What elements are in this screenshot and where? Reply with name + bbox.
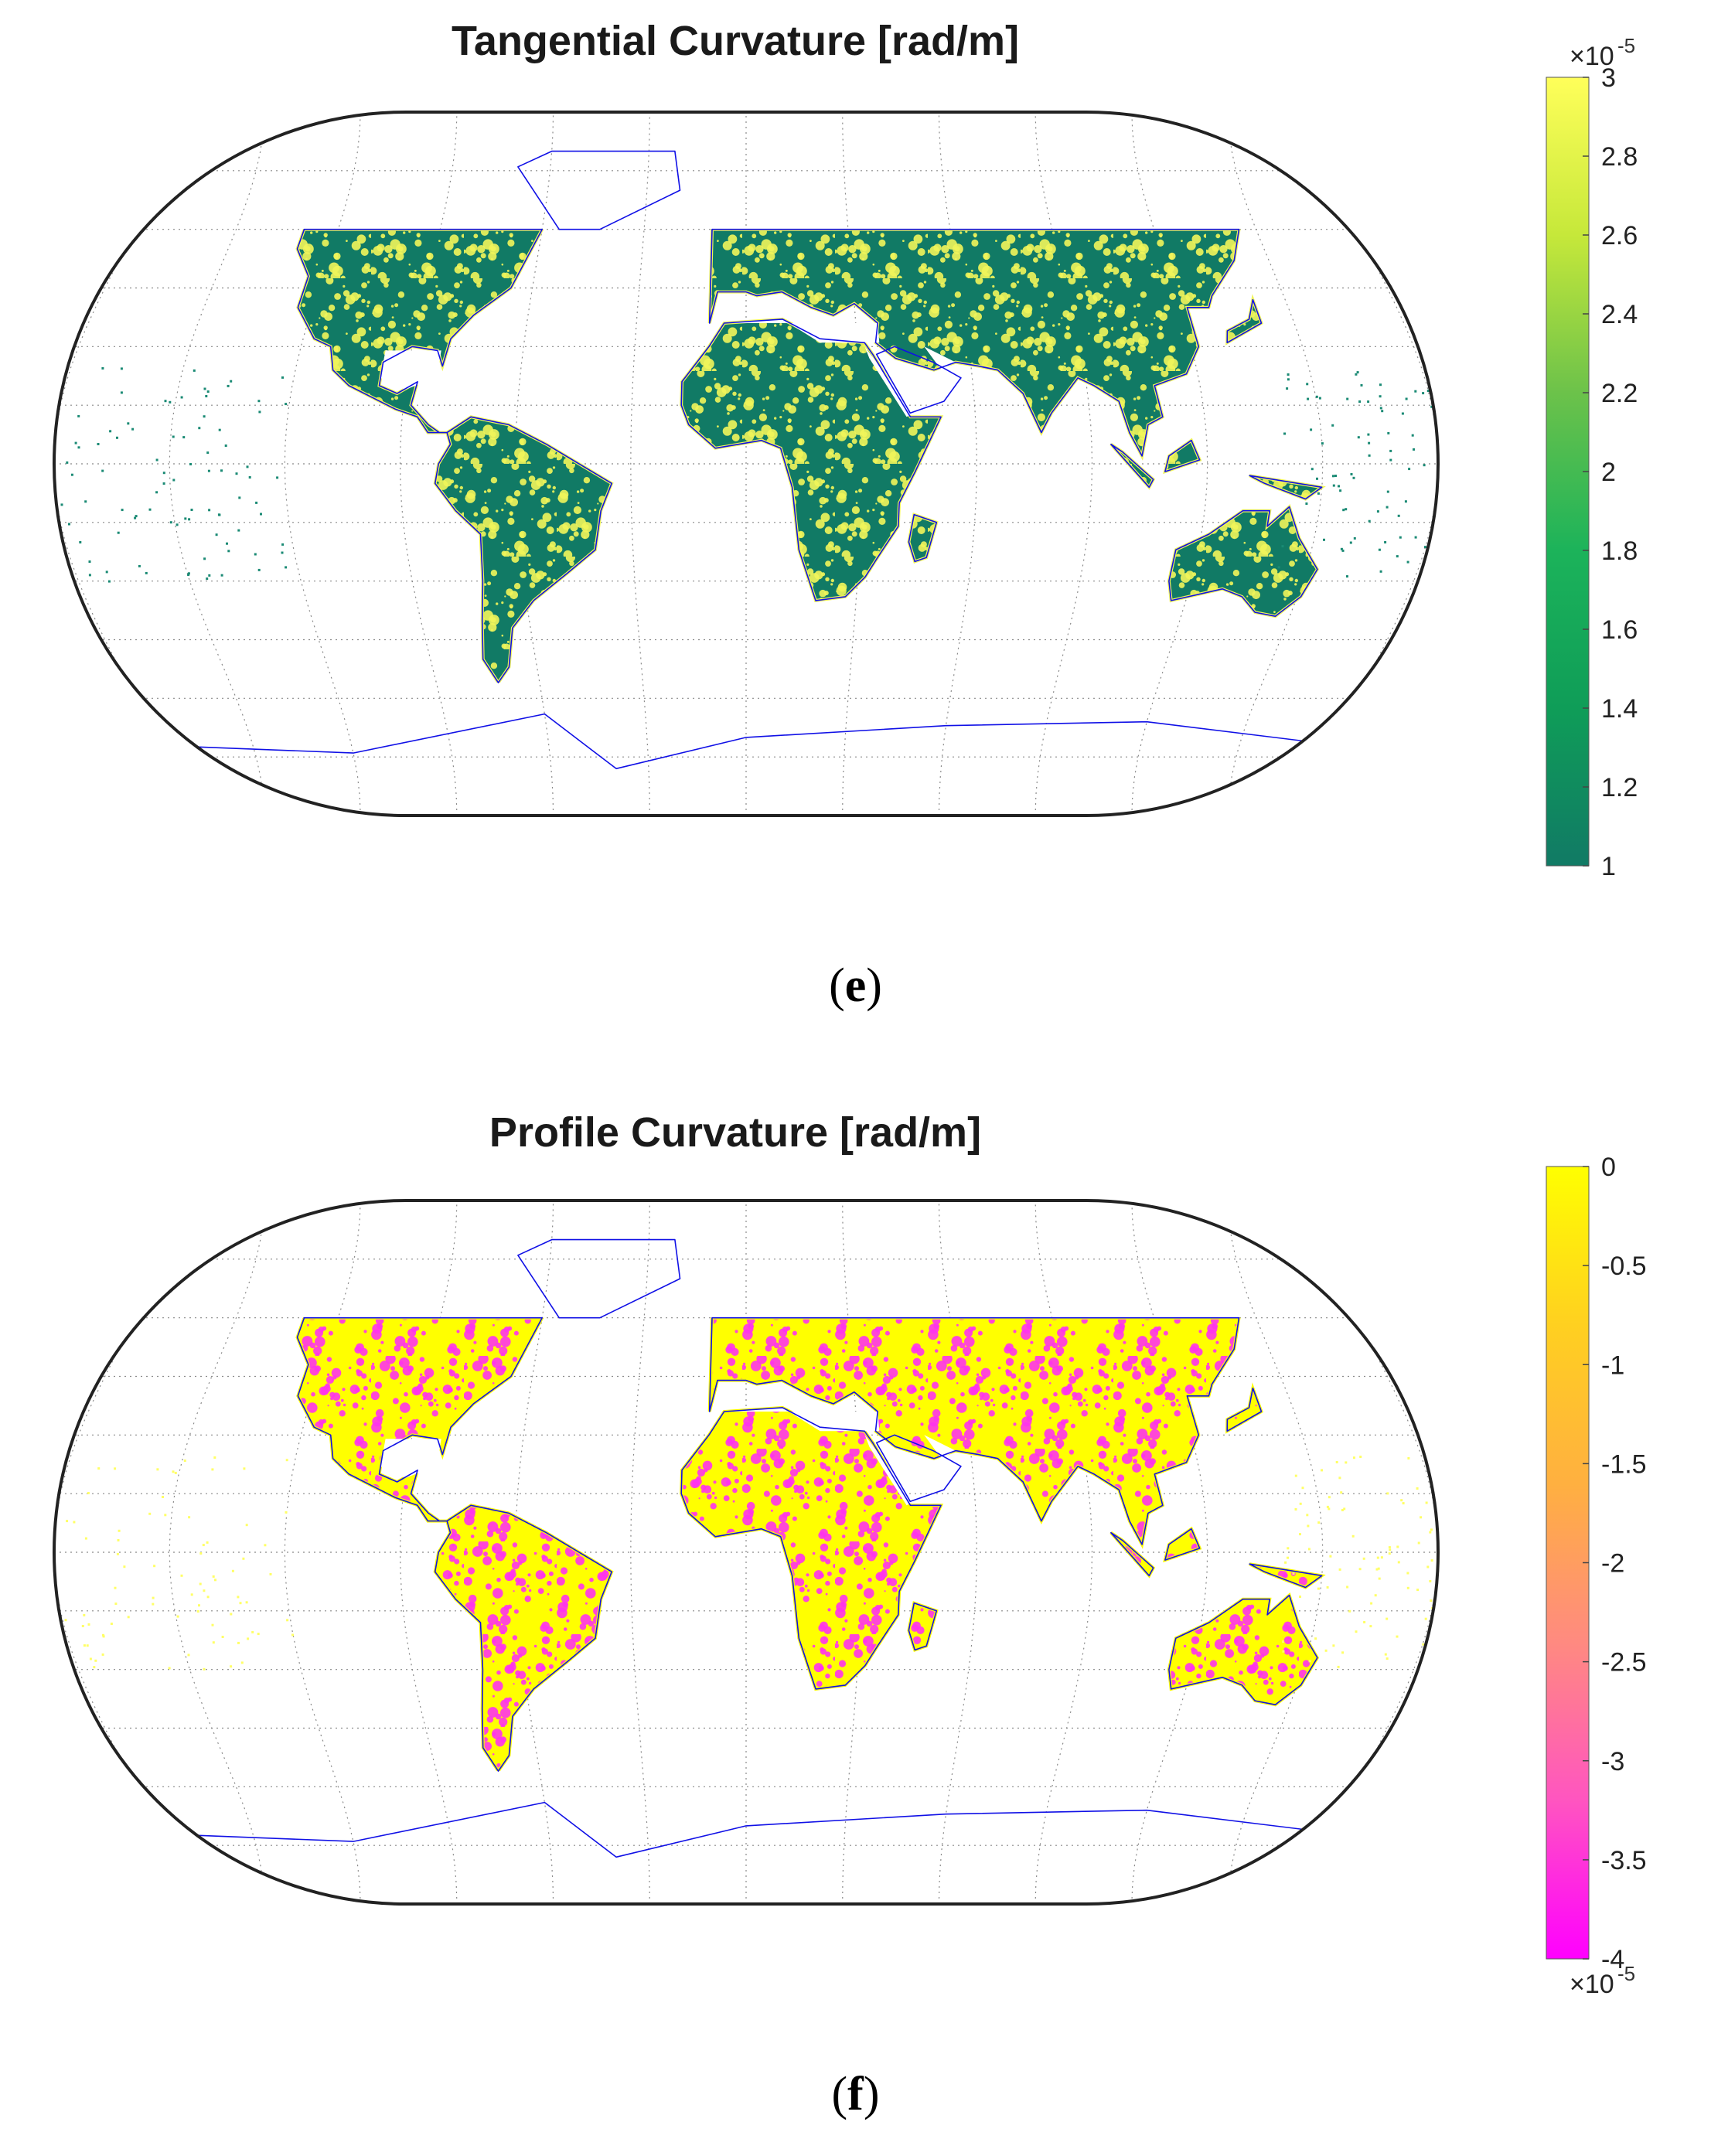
map-title: Tangential Curvature [rad/m] xyxy=(451,18,1020,64)
panel-label: (f) xyxy=(831,2068,880,2120)
colorbar-tick-label: -1.5 xyxy=(1601,1449,1647,1479)
coastline-greenland xyxy=(517,150,681,230)
colorbar-ramp xyxy=(1546,1166,1590,1960)
colorbar-tick-label: 1.8 xyxy=(1601,536,1638,566)
colorbar-tick-label: 2.2 xyxy=(1601,379,1638,408)
coastline-arabia-cut xyxy=(875,346,962,414)
meridian-line xyxy=(630,112,650,816)
colorbar: 1 1.2 1.4 1.6 1.8 2 2.2 2.4 2.6 2.8 3×10 -5 xyxy=(1546,34,1638,881)
colorbar-multiplier: ×10 xyxy=(1570,1970,1614,1999)
coastline-indonesia-1 xyxy=(1110,1531,1154,1577)
colorbar-tick-label: -3 xyxy=(1601,1747,1624,1776)
map-title: Profile Curvature [rad/m] xyxy=(489,1109,982,1156)
meridian-line xyxy=(630,1201,650,1904)
coastline-indonesia-1 xyxy=(1110,443,1154,489)
colorbar-tick-label: 2.6 xyxy=(1601,221,1638,250)
map-frame xyxy=(53,1199,1440,1906)
coastline-australia xyxy=(1168,1594,1318,1705)
colorbar-tick-label: 3 xyxy=(1601,63,1616,93)
ocean-islands xyxy=(64,1456,1434,1671)
coastline-africa xyxy=(680,318,942,601)
colorbar-tick-label: 1 xyxy=(1601,852,1616,881)
coastline-eurasia xyxy=(708,228,1240,457)
coastline-australia xyxy=(1168,506,1318,617)
meridian-line xyxy=(169,1201,265,1904)
colorbar-tick-label: 1.6 xyxy=(1601,615,1638,645)
coastline-eurasia xyxy=(708,1316,1240,1545)
panel-f: Profile Curvature [rad/m] 0 -0.5 -1 -1.5 -2 -… xyxy=(0,1078,1711,2155)
map-figure: 0 -0.5 -1 -1.5 -2 -2.5 -3 -3.5 -4×10 -5 xyxy=(53,1153,1647,1999)
meridian-line xyxy=(1131,1201,1208,1904)
world-map xyxy=(53,1199,1440,1906)
colorbar-multiplier: ×10 xyxy=(1570,42,1614,71)
coastline-japan xyxy=(1226,298,1263,344)
coastline-south-america xyxy=(434,1504,612,1772)
coastline-antarctica xyxy=(153,713,1339,816)
meridian-line xyxy=(169,112,265,816)
panel-e: Tangential Curvature [rad/m] 1 1.2 1.4 1.6 1… xyxy=(53,18,1638,1012)
colorbar: 0 -0.5 -1 -1.5 -2 -2.5 -3 -3.5 -4×10 -5 xyxy=(1546,1153,1647,1999)
ocean-islands xyxy=(60,367,1433,583)
meridian-line xyxy=(1227,1201,1324,1904)
persian-gulf xyxy=(924,1435,956,1459)
colorbar-tick-label: 2 xyxy=(1601,458,1616,487)
colorbar-tick-label: 1.4 xyxy=(1601,694,1638,724)
colorbar-exponent: -5 xyxy=(1617,34,1635,57)
coastline-indonesia-3 xyxy=(1249,475,1323,500)
persian-gulf xyxy=(924,346,956,370)
mediterranean-sea xyxy=(724,318,880,343)
colorbar-tick-label: -1 xyxy=(1601,1350,1624,1380)
coastline-madagascar xyxy=(908,1602,938,1651)
coastline-arabia-cut xyxy=(875,1434,962,1503)
colorbar-tick-label: 0 xyxy=(1601,1153,1616,1182)
panel-letter: e xyxy=(844,959,867,1012)
coastline-japan xyxy=(1226,1387,1263,1432)
coastline-north-america xyxy=(296,228,543,434)
coastline-north-america xyxy=(296,1316,543,1522)
coastline-indonesia-2 xyxy=(1164,1528,1201,1561)
colorbar-tick-label: -4 xyxy=(1601,1945,1624,1974)
colorbar-exponent: -5 xyxy=(1617,1962,1635,1985)
coastline-south-america xyxy=(434,416,612,683)
meridian-line xyxy=(1227,112,1324,816)
coastline-madagascar xyxy=(908,513,938,563)
coastline-antarctica xyxy=(153,1801,1339,1904)
world-map xyxy=(53,111,1440,817)
colorbar-ramp xyxy=(1546,77,1590,867)
panel-letter: f xyxy=(847,2068,864,2120)
map-figure: 1 1.2 1.4 1.6 1.8 2 2.2 2.4 2.6 2.8 3×10 -5 xyxy=(53,34,1638,881)
mediterranean-sea xyxy=(724,1407,880,1432)
panel-label: (e) xyxy=(829,959,882,1012)
colorbar-tick-label: -2 xyxy=(1601,1549,1624,1579)
coastline-greenland xyxy=(517,1238,681,1319)
colorbar-tick-label: 1.2 xyxy=(1601,773,1638,802)
meridian-line xyxy=(1131,112,1208,816)
gulf-of-mexico xyxy=(380,350,441,390)
coastline-indonesia-2 xyxy=(1164,439,1201,472)
colorbar-tick-label: 2.8 xyxy=(1601,142,1638,172)
colorbar-tick-label: -2.5 xyxy=(1601,1648,1647,1677)
meridian-line xyxy=(284,1201,361,1904)
gulf-of-mexico xyxy=(380,1439,441,1478)
meridian-line xyxy=(284,112,361,816)
colorbar-tick-label: -3.5 xyxy=(1601,1846,1647,1875)
map-frame xyxy=(53,111,1440,817)
coastlines xyxy=(153,150,1339,816)
colorbar-tick-label: -0.5 xyxy=(1601,1252,1647,1281)
coastline-indonesia-3 xyxy=(1249,1563,1323,1589)
coastlines xyxy=(153,1238,1339,1904)
coastline-africa xyxy=(680,1407,942,1690)
colorbar-tick-label: 2.4 xyxy=(1601,300,1638,329)
